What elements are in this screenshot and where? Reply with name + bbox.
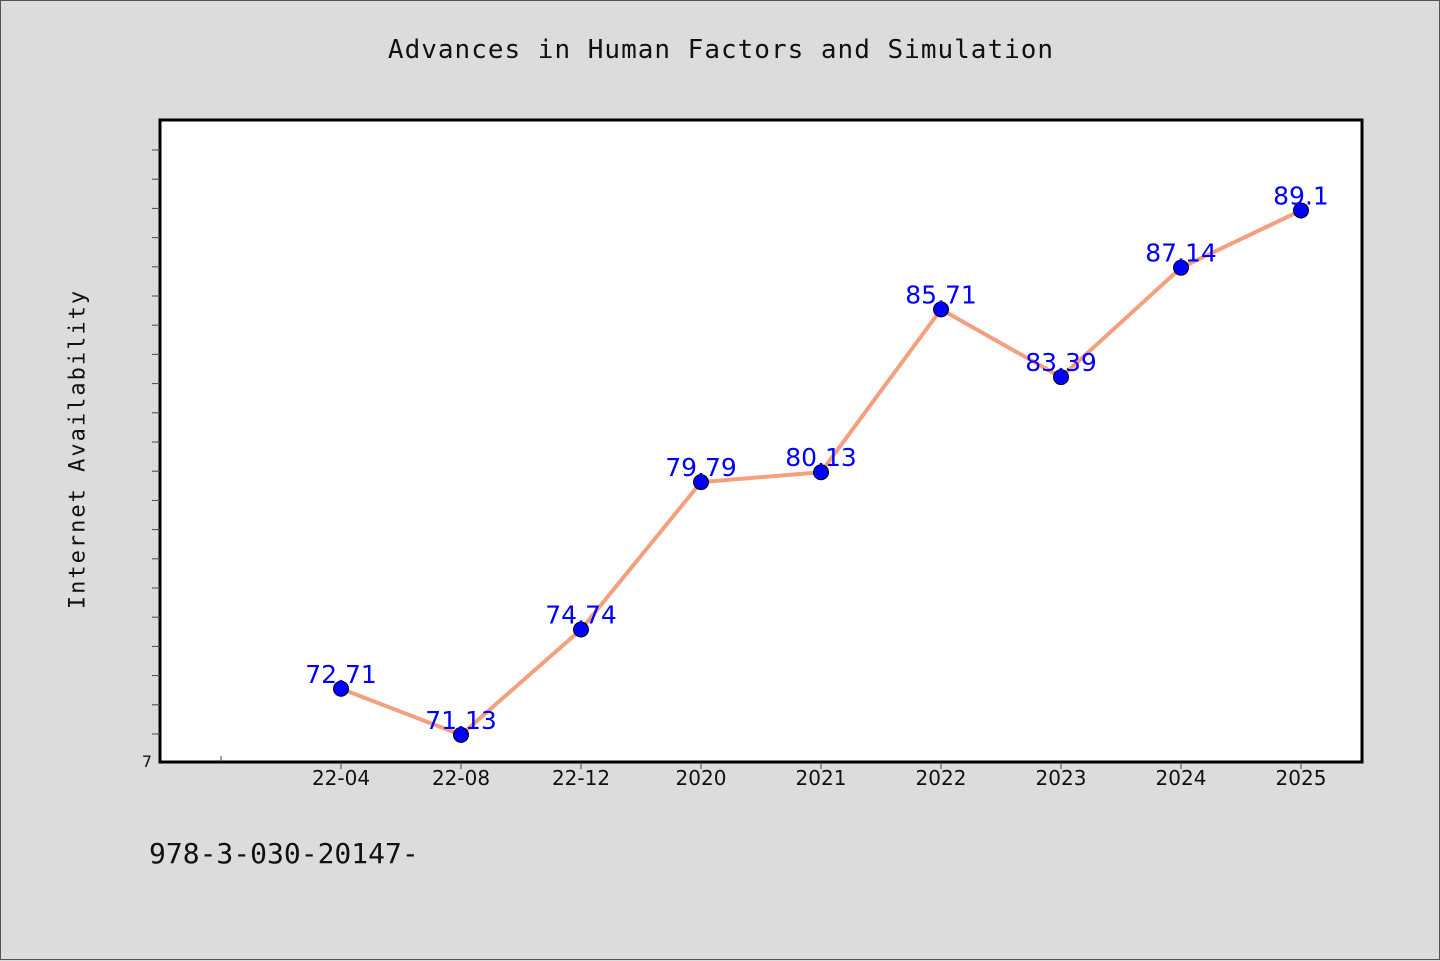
footer-text: 978-3-030-20147- xyxy=(149,837,419,870)
data-point xyxy=(453,726,469,743)
data-point xyxy=(1053,369,1069,386)
data-label: 72.71 xyxy=(305,660,377,689)
data-label: 85.71 xyxy=(905,280,977,309)
data-point xyxy=(333,680,349,697)
data-point xyxy=(573,621,589,638)
x-axis-ticks: 22-04 22-08 22-12 2020 2021 2022 2023 2024 2025 xyxy=(220,756,1327,790)
x-tick-label: 2020 xyxy=(676,766,727,790)
data-point xyxy=(1293,202,1309,219)
data-point xyxy=(693,474,709,491)
x-tick-label: 22-12 xyxy=(552,766,610,790)
data-label: 83.39 xyxy=(1025,348,1097,377)
x-tick-label: 2023 xyxy=(1036,766,1087,790)
y-tick-label: 7 xyxy=(142,752,152,771)
x-tick-label: 2025 xyxy=(1276,766,1327,790)
plot-area xyxy=(158,118,1364,764)
chart-title: Advances in Human Factors and Simulation xyxy=(387,35,1055,65)
x-tick-label: 2022 xyxy=(916,766,967,790)
data-label: 89.1 xyxy=(1273,181,1329,210)
data-label: 80.13 xyxy=(785,443,857,472)
data-label: 71.13 xyxy=(425,706,497,735)
x-tick-label: 22-04 xyxy=(312,766,370,790)
data-point xyxy=(813,464,829,481)
data-label: 87.14 xyxy=(1145,239,1217,268)
data-label: 74.74 xyxy=(545,601,617,630)
y-axis-ticks: 7 xyxy=(142,149,160,771)
data-point xyxy=(1173,259,1189,276)
x-tick-label: 22-08 xyxy=(432,766,490,790)
x-tick-label: 2024 xyxy=(1156,766,1207,790)
x-tick-label: 2021 xyxy=(796,766,847,790)
data-point xyxy=(933,301,949,318)
series-layer: 72.71 71.13 74.74 79.79 80.13 85.71 83.39 87.14… xyxy=(305,181,1329,743)
data-label: 79.79 xyxy=(665,453,737,482)
